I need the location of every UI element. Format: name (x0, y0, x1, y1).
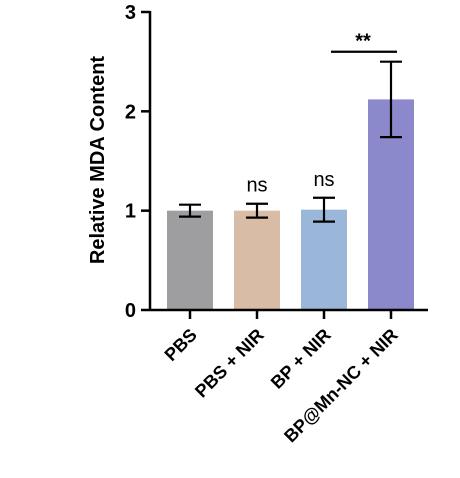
bar-0 (167, 210, 213, 310)
y-axis-label: Relative MDA Content (87, 56, 109, 265)
bar-1 (234, 210, 280, 310)
x-tick-label-0: PBS (161, 325, 201, 365)
x-tick-label-1: PBS + NIR (191, 325, 268, 402)
bars-group (167, 99, 414, 310)
y-axis: 0 1 2 3 (125, 2, 152, 322)
y-tick-label-2: 2 (125, 101, 136, 123)
significance-label-1: ns (313, 169, 334, 191)
significance-label-0: ns (246, 175, 267, 197)
significance-label-2: ** (355, 31, 371, 53)
bar-2 (301, 209, 347, 310)
y-tick-label-1: 1 (125, 201, 136, 223)
y-tick-label-3: 3 (125, 2, 136, 24)
x-tick-label-3: BP@Mn-NC + NIR (280, 325, 402, 447)
x-tick-label-2: BP + NIR (267, 325, 335, 393)
annotations-group: ns ns ** (246, 31, 397, 197)
error-bars-group (179, 60, 402, 223)
y-tick-label-0: 0 (125, 300, 136, 322)
